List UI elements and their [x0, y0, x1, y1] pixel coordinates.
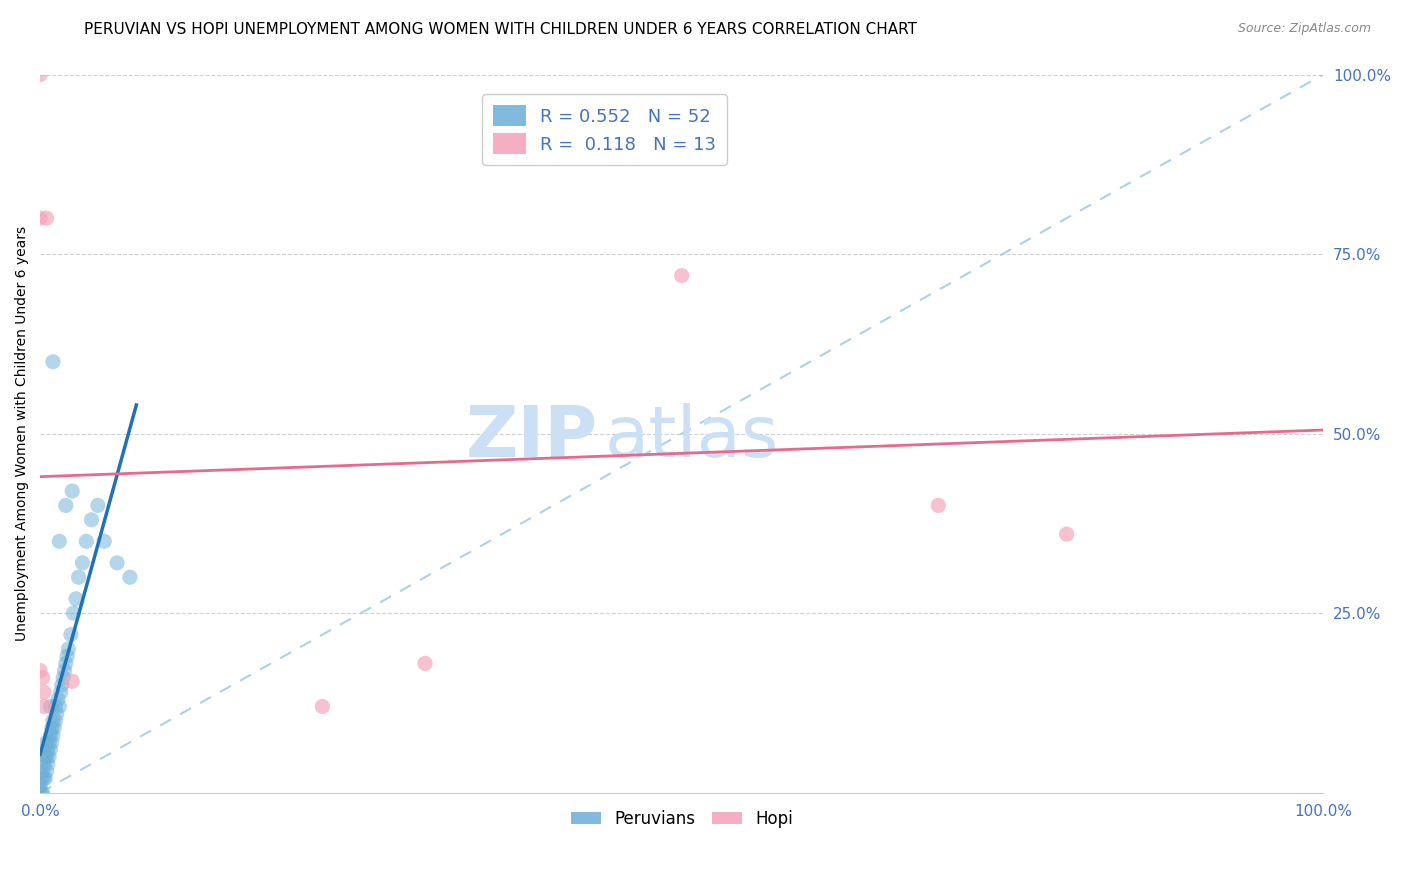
Point: [35, 764, 58, 778]
Point: [32, 756, 55, 771]
Point: [65, 591, 87, 606]
Point: [30, 68, 52, 82]
Point: [46, 692, 69, 706]
Point: [30, 786, 52, 800]
Point: [39, 728, 62, 742]
Y-axis label: Unemployment Among Women with Children Under 6 years: Unemployment Among Women with Children U…: [15, 226, 30, 641]
Point: [34, 772, 56, 786]
Point: [927, 499, 949, 513]
Point: [44, 699, 66, 714]
Point: [42, 714, 65, 728]
Point: [42, 728, 65, 742]
Point: [58, 642, 80, 657]
Point: [105, 556, 128, 570]
Point: [30, 779, 52, 793]
Point: [31, 671, 53, 685]
Point: [41, 735, 63, 749]
Text: Source: ZipAtlas.com: Source: ZipAtlas.com: [1237, 22, 1371, 36]
Point: [52, 671, 75, 685]
Point: [60, 483, 83, 498]
Point: [44, 721, 66, 735]
Point: [60, 674, 83, 689]
Point: [75, 534, 97, 549]
Point: [41, 721, 63, 735]
Point: [1056, 527, 1078, 541]
Point: [80, 513, 103, 527]
Point: [34, 749, 56, 764]
Point: [53, 664, 76, 678]
Point: [311, 699, 333, 714]
Point: [67, 570, 90, 584]
Point: [93, 534, 115, 549]
Point: [37, 756, 59, 771]
Point: [62, 606, 84, 620]
Point: [30, 772, 52, 786]
Point: [413, 657, 436, 671]
Point: [30, 664, 52, 678]
Point: [118, 570, 141, 584]
Point: [39, 742, 62, 756]
Point: [45, 706, 67, 721]
Point: [49, 685, 72, 699]
Point: [32, 772, 55, 786]
Point: [55, 499, 77, 513]
Point: [30, 786, 52, 800]
Point: [31, 786, 53, 800]
Point: [44, 714, 66, 728]
Text: atlas: atlas: [605, 402, 779, 472]
Point: [38, 735, 60, 749]
Point: [48, 699, 70, 714]
Point: [35, 735, 58, 749]
Point: [671, 268, 693, 283]
Point: [31, 764, 53, 778]
Point: [35, 749, 58, 764]
Text: PERUVIAN VS HOPI UNEMPLOYMENT AMONG WOMEN WITH CHILDREN UNDER 6 YEARS CORRELATIO: PERUVIAN VS HOPI UNEMPLOYMENT AMONG WOME…: [84, 22, 917, 37]
Point: [48, 534, 70, 549]
Text: ZIP: ZIP: [465, 402, 599, 472]
Point: [87, 499, 110, 513]
Point: [32, 699, 55, 714]
Point: [55, 657, 77, 671]
Point: [72, 556, 94, 570]
Point: [38, 749, 60, 764]
Point: [37, 742, 59, 756]
Legend: Peruvians, Hopi: Peruvians, Hopi: [564, 804, 800, 835]
Point: [32, 685, 55, 699]
Point: [59, 628, 82, 642]
Point: [35, 211, 58, 226]
Point: [30, 211, 52, 226]
Point: [39, 699, 62, 714]
Point: [42, 355, 65, 369]
Point: [56, 649, 79, 664]
Point: [51, 678, 73, 692]
